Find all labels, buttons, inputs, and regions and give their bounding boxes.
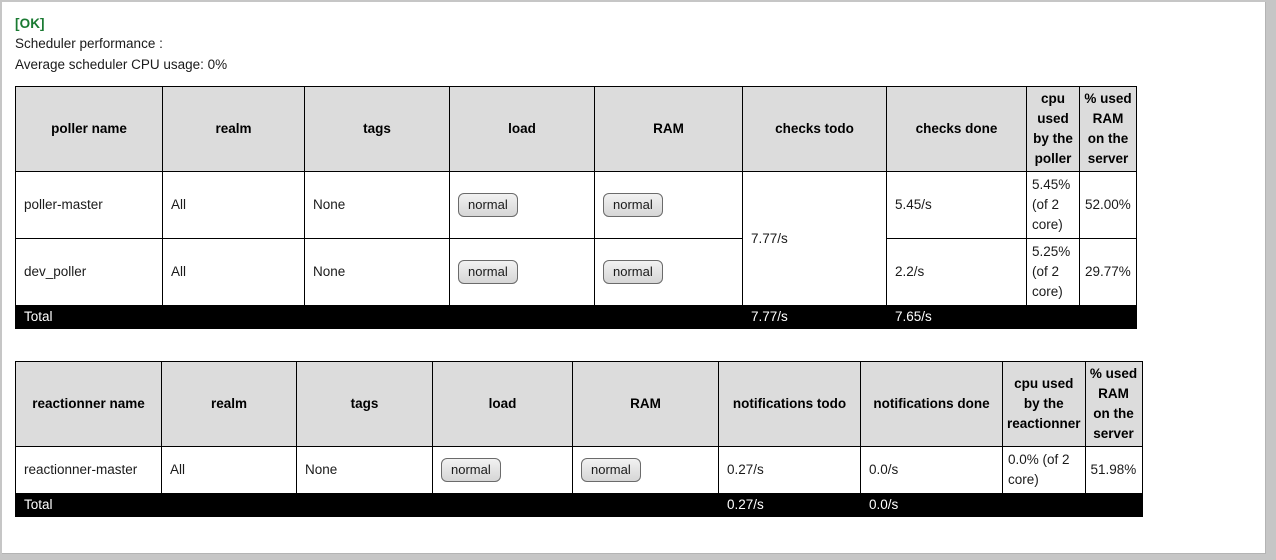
col-cpu-used-by-poller: cpu used by the poller	[1026, 86, 1080, 172]
realm-cell: All	[161, 446, 297, 494]
total-realm	[161, 493, 297, 517]
col-tags: tags	[304, 86, 450, 172]
checks-todo-cell: 7.77/s	[742, 171, 887, 306]
load-state-badge[interactable]: normal	[458, 260, 518, 284]
load-cell: normal	[449, 238, 595, 306]
table-header-row: reactionner name realm tags load RAM not…	[15, 361, 1143, 447]
total-load	[432, 493, 573, 517]
cpu-used-cell: 0.0% (of 2 core)	[1002, 446, 1086, 494]
total-row: Total 7.77/s 7.65/s	[15, 305, 1137, 329]
total-cpu-used	[1026, 305, 1080, 329]
ram-used-cell: 29.77%	[1079, 238, 1137, 306]
col-ram: RAM	[594, 86, 743, 172]
col-checks-todo: checks todo	[742, 86, 887, 172]
reactionner-performance-table: reactionner name realm tags load RAM not…	[15, 361, 1143, 517]
load-state-badge[interactable]: normal	[441, 458, 501, 482]
table-row: poller-master All None normal normal 7.7…	[15, 171, 1137, 306]
tags-cell: None	[304, 171, 450, 239]
col-tags: tags	[296, 361, 433, 447]
status-block: [OK] Scheduler performance : Average sch…	[15, 14, 1265, 75]
table-header-row: poller name realm tags load RAM checks t…	[15, 86, 1137, 172]
poller-name-cell: dev_poller	[15, 238, 163, 306]
average-scheduler-cpu-usage: Average scheduler CPU usage: 0%	[15, 57, 228, 72]
total-ram-used	[1084, 493, 1143, 517]
col-percent-used-ram: % used RAM on the server	[1084, 361, 1143, 447]
total-load	[449, 305, 595, 329]
table-gap	[15, 329, 1265, 361]
cpu-used-cell: 5.25% (of 2 core)	[1026, 238, 1080, 306]
table-row: reactionner-master All None normal norma…	[15, 446, 1143, 494]
tags-cell: None	[296, 446, 433, 494]
ram-state-badge[interactable]: normal	[581, 458, 641, 482]
total-tags	[304, 305, 450, 329]
col-notifications-todo: notifications todo	[718, 361, 861, 447]
status-badge: [OK]	[15, 16, 45, 31]
scheduler-performance-label: Scheduler performance :	[15, 36, 163, 51]
cpu-used-cell: 5.45% (of 2 core)	[1026, 171, 1080, 239]
col-reactionner-name: reactionner name	[15, 361, 162, 447]
col-load: load	[449, 86, 595, 172]
average-check-start-time-note: Average time before a check is started i…	[15, 517, 1265, 553]
total-notifications-done: 0.0/s	[860, 493, 1003, 517]
total-ram-used	[1079, 305, 1137, 329]
poller-performance-table: poller name realm tags load RAM checks t…	[15, 86, 1137, 329]
total-label: Total	[15, 305, 163, 329]
total-ram	[572, 493, 719, 517]
table-row: dev_poller All None normal normal 2.2/s …	[15, 238, 1137, 306]
total-row: Total 0.27/s 0.0/s	[15, 493, 1143, 517]
ram-used-cell: 52.00%	[1079, 171, 1137, 239]
poller-name-cell: poller-master	[15, 171, 163, 239]
ram-state-badge[interactable]: normal	[603, 193, 663, 217]
load-cell: normal	[449, 171, 595, 239]
notifications-done-cell: 0.0/s	[860, 446, 1003, 494]
ram-cell: normal	[572, 446, 719, 494]
col-checks-done: checks done	[886, 86, 1027, 172]
realm-cell: All	[162, 171, 305, 239]
col-ram: RAM	[572, 361, 719, 447]
spacer	[15, 75, 1265, 86]
tags-cell: None	[304, 238, 450, 306]
load-cell: normal	[432, 446, 573, 494]
col-poller-name: poller name	[15, 86, 163, 172]
notifications-todo-cell: 0.27/s	[718, 446, 861, 494]
ram-state-badge[interactable]: normal	[603, 260, 663, 284]
ram-used-cell: 51.98%	[1084, 446, 1143, 494]
col-load: load	[432, 361, 573, 447]
total-ram	[594, 305, 743, 329]
content-panel: [OK] Scheduler performance : Average sch…	[2, 2, 1266, 554]
checks-done-cell: 2.2/s	[886, 238, 1027, 306]
total-checks-done: 7.65/s	[886, 305, 1027, 329]
col-percent-used-ram: % used RAM on the server	[1079, 86, 1137, 172]
ram-cell: normal	[594, 171, 743, 239]
total-realm	[162, 305, 305, 329]
total-checks-todo: 7.77/s	[742, 305, 887, 329]
reactionner-name-cell: reactionner-master	[15, 446, 162, 494]
col-realm: realm	[161, 361, 297, 447]
col-realm: realm	[162, 86, 305, 172]
total-label: Total	[15, 493, 162, 517]
total-cpu-used	[1002, 493, 1086, 517]
checks-done-cell: 5.45/s	[886, 171, 1027, 239]
col-notifications-done: notifications done	[860, 361, 1003, 447]
realm-cell: All	[162, 238, 305, 306]
load-state-badge[interactable]: normal	[458, 193, 518, 217]
col-cpu-used-by-reactionner: cpu used by the reactionner	[1002, 361, 1086, 447]
total-notifications-todo: 0.27/s	[718, 493, 861, 517]
ram-cell: normal	[594, 238, 743, 306]
total-tags	[296, 493, 433, 517]
